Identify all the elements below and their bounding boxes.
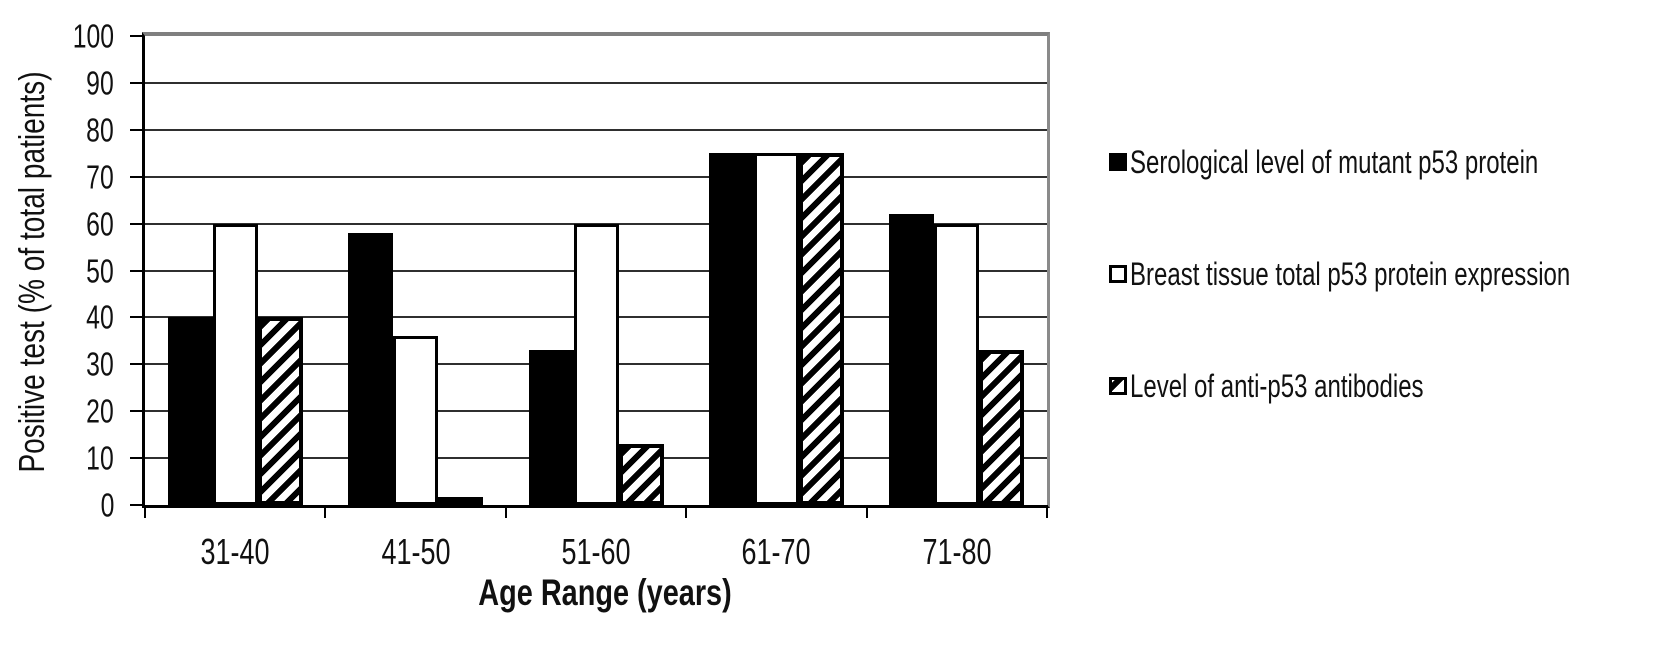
y-gridline-90 — [145, 81, 1047, 84]
y-gridline-60 — [145, 222, 1047, 225]
x-axis-tick-4 — [865, 505, 868, 518]
y-axis-tick-100 — [130, 35, 142, 37]
bar-diagonal-hatch-71-80 — [979, 350, 1025, 505]
legend-marker-solid-black — [1109, 153, 1127, 171]
y-tick-label-90: 90 — [86, 64, 114, 102]
bar-white-outlined-71-80 — [934, 223, 980, 505]
legend-entry-1: Serological level of mutant p53 protein — [1109, 145, 1654, 179]
legend-marker-diagonal-hatch — [1109, 377, 1127, 395]
legend-label-3: Level of anti-p53 antibodies — [1130, 368, 1424, 404]
y-tick-label-40: 40 — [86, 298, 114, 336]
y-axis-tick-90 — [130, 81, 142, 84]
bar-diagonal-hatch-31-40 — [257, 317, 303, 505]
bar-diagonal-hatch-41-50 — [438, 497, 484, 505]
x-category-label-51-60: 51-60 — [561, 531, 631, 572]
x-category-label-31-40: 31-40 — [200, 531, 270, 572]
y-tick-label-80: 80 — [86, 111, 114, 149]
y-tick-label-0: 0 — [100, 486, 114, 524]
x-axis-tick-5 — [1046, 505, 1048, 518]
bar-white-outlined-41-50 — [393, 336, 439, 505]
bar-diagonal-hatch-61-70 — [798, 153, 844, 505]
y-axis-tick-40 — [130, 316, 142, 319]
y-gridline-80 — [145, 128, 1047, 131]
y-tick-label-30: 30 — [86, 345, 114, 383]
legend-marker-white-outlined — [1109, 265, 1127, 283]
y-tick-label-10: 10 — [86, 439, 114, 477]
y-axis-tick-60 — [130, 222, 142, 225]
y-tick-label-60: 60 — [86, 205, 114, 243]
bar-solid-black-61-70 — [708, 153, 754, 505]
bar-white-outlined-51-60 — [573, 223, 619, 505]
bar-solid-black-41-50 — [348, 232, 394, 505]
y-axis-tick-0 — [130, 504, 142, 506]
x-axis-tick-2 — [504, 505, 507, 518]
y-tick-label-50: 50 — [86, 252, 114, 289]
bar-solid-black-31-40 — [167, 317, 213, 505]
x-axis-title: Age Range (years) — [478, 572, 732, 613]
y-axis-tick-20 — [130, 410, 142, 413]
y-axis-tick-30 — [130, 363, 142, 366]
x-axis-tick-3 — [685, 505, 688, 518]
bar-white-outlined-31-40 — [212, 223, 258, 505]
x-category-label-71-80: 71-80 — [922, 531, 992, 572]
x-axis-tick-0 — [144, 505, 146, 518]
x-category-label-41-50: 41-50 — [381, 531, 451, 572]
y-axis-tick-80 — [130, 128, 142, 131]
y-axis-tick-70 — [130, 175, 142, 178]
legend-entry-2: Breast tissue total p53 protein expressi… — [1109, 257, 1654, 291]
bar-diagonal-hatch-51-60 — [618, 444, 664, 505]
plot-area: 0 10 20 30 40 50 60 70 80 90 100 — [73, 20, 1050, 522]
bar-white-outlined-61-70 — [753, 153, 799, 505]
legend: Serological level of mutant p53 protein B… — [1109, 0, 1654, 651]
bar-solid-black-71-80 — [889, 214, 935, 505]
legend-entry-3: Level of anti-p53 antibodies — [1109, 369, 1521, 403]
x-category-label-61-70: 61-70 — [741, 531, 811, 572]
y-tick-label-20: 20 — [86, 392, 114, 430]
y-tick-label-70: 70 — [86, 158, 114, 196]
y-axis-tick-50 — [130, 269, 142, 272]
bar-solid-black-51-60 — [528, 350, 574, 505]
y-axis-tick-10 — [130, 457, 142, 460]
y-gridline-70 — [145, 175, 1047, 178]
legend-label-1: Serological level of mutant p53 protein — [1130, 144, 1539, 180]
x-axis-tick-1 — [324, 505, 327, 518]
y-tick-label-100: 100 — [72, 17, 114, 55]
y-axis-title: Positive test (% of total patients) — [11, 71, 52, 473]
legend-label-2: Breast tissue total p53 protein expressi… — [1130, 256, 1571, 292]
